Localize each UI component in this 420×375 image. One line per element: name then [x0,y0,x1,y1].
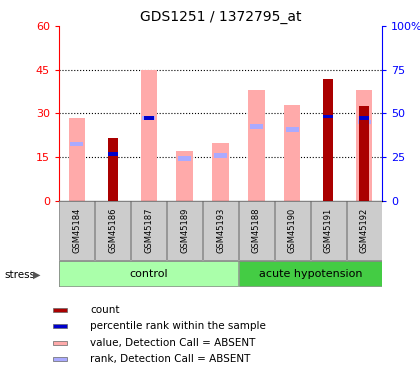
Text: GSM45186: GSM45186 [108,208,117,254]
Bar [59,261,238,286]
Bar [214,153,227,158]
Bar [356,90,372,201]
Bar [141,70,157,201]
Bar [142,116,155,120]
Bar [59,201,94,260]
Bar [239,201,274,260]
Bar [275,201,310,260]
Bar [53,324,67,328]
Bar [250,124,263,129]
Bar [203,201,238,260]
Text: control: control [129,269,168,279]
Bar [323,79,333,201]
Bar [213,142,228,201]
Bar [144,116,154,120]
Bar [53,357,67,362]
Text: acute hypotension: acute hypotension [259,269,362,279]
Bar [131,201,166,260]
Bar [69,118,85,201]
Text: stress: stress [4,270,35,279]
Text: ▶: ▶ [33,270,41,279]
Text: value, Detection Call = ABSENT: value, Detection Call = ABSENT [90,338,255,348]
Bar [239,261,382,286]
Text: GSM45189: GSM45189 [180,208,189,254]
Title: GDS1251 / 1372795_at: GDS1251 / 1372795_at [140,10,301,24]
Bar [167,201,202,260]
Text: GSM45184: GSM45184 [72,208,81,254]
Bar [108,138,118,201]
Text: GSM45187: GSM45187 [144,208,153,254]
Text: GSM45190: GSM45190 [288,208,297,253]
Bar [95,201,130,260]
Text: rank, Detection Call = ABSENT: rank, Detection Call = ABSENT [90,354,250,364]
Bar [358,120,370,124]
Bar [53,340,67,345]
Text: GSM45188: GSM45188 [252,208,261,254]
Bar [323,115,333,118]
Text: GSM45192: GSM45192 [360,208,369,253]
Bar [53,308,67,312]
Bar [311,201,346,260]
Bar [176,151,193,201]
Bar [284,105,300,201]
Bar [248,90,265,201]
Text: percentile rank within the sample: percentile rank within the sample [90,321,266,331]
Bar [286,127,299,132]
Bar [108,152,118,156]
Text: GSM45191: GSM45191 [324,208,333,253]
Bar [359,116,369,120]
Bar [346,201,382,260]
Bar [359,106,369,201]
Bar [178,156,191,160]
Text: count: count [90,305,120,315]
Text: GSM45193: GSM45193 [216,208,225,254]
Bar [71,142,83,146]
